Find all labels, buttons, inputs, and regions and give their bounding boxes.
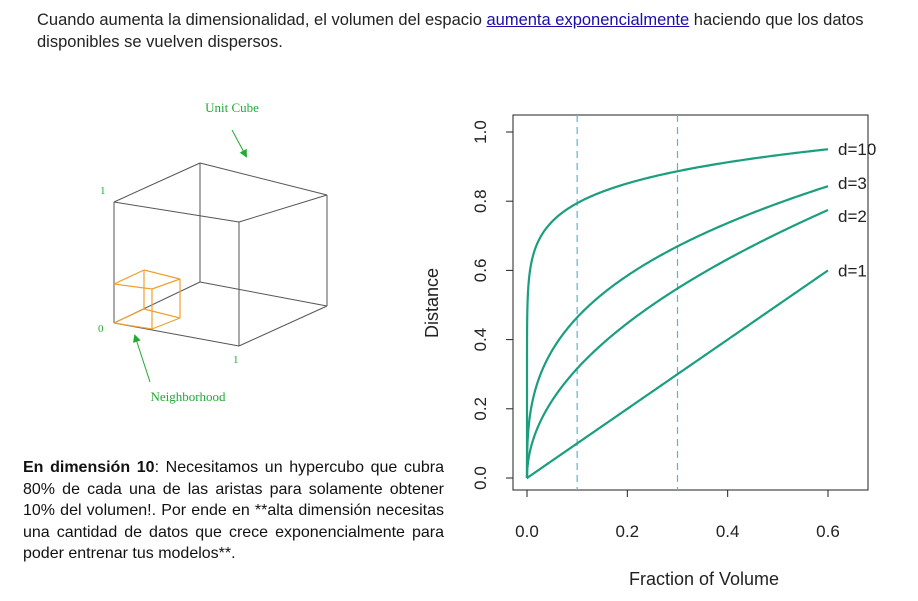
series-group: [525, 148, 829, 480]
x-tick-label: 0.2: [616, 522, 640, 541]
y-tick-label: 0.4: [471, 328, 490, 352]
label-one-x: 1: [233, 354, 239, 366]
explanation-text: : Necesitamos un hypercubo que cubra 80%…: [23, 459, 444, 562]
series-line-d=10: [525, 148, 829, 478]
series-label-d=2: d=2: [838, 207, 867, 226]
label-zero: 0: [98, 323, 104, 335]
x-tick-label: 0.4: [716, 522, 740, 541]
series-line-d=2: [525, 208, 829, 478]
unit-cube-diagram: Unit Cube 1 0 1 Neighborhood: [98, 100, 328, 404]
series-labels: d=10 d=3 d=2 d=1: [838, 140, 876, 280]
y-tick-label: 0.8: [471, 189, 490, 213]
y-tick-label: 0.6: [471, 259, 490, 283]
series-label-d=3: d=3: [838, 174, 867, 193]
neighborhood-label: Neighborhood: [150, 389, 226, 404]
cube-wireframe: [113, 162, 328, 347]
intro-paragraph: Cuando aumenta la dimensionalidad, el vo…: [37, 9, 897, 53]
series-line-d=1: [525, 269, 829, 480]
series-line-d=3: [525, 185, 829, 478]
y-axis-title: Distance: [422, 268, 442, 338]
x-tick-label: 0.0: [515, 522, 539, 541]
reference-lines: [576, 115, 679, 490]
label-one-y: 1: [100, 185, 106, 197]
y-tick-label: 0.0: [471, 466, 490, 490]
x-axis-title: Fraction of Volume: [629, 569, 779, 589]
x-tick-label: 0.6: [816, 522, 840, 541]
x-axis: 0.0 0.2 0.4 0.6: [515, 490, 840, 541]
cube-title: Unit Cube: [205, 100, 259, 115]
cube-title-arrow: [231, 129, 247, 158]
explanation-paragraph: En dimensión 10: Necesitamos un hypercub…: [23, 457, 444, 565]
distance-volume-chart: 0.00.20.40.60.81.0 0.0 0.2 0.4 0.6 d=10d=3d…: [422, 114, 876, 589]
plot-frame: [512, 114, 869, 491]
neighborhood-cube: [113, 269, 181, 330]
intro-link[interactable]: aumenta exponencialmente: [486, 11, 690, 29]
neighborhood-arrow: [133, 334, 151, 383]
series-label-d=1: d=1: [838, 261, 867, 280]
intro-text-prefix: Cuando aumenta la dimensionalidad, el vo…: [37, 11, 487, 29]
y-axis: 0.0 0.2 0.4 0.6 0.8 1.0: [471, 120, 513, 490]
intro-text-suffix: haciendo que los datos disponibles se vu…: [37, 11, 864, 51]
y-tick-label: 0.2: [471, 397, 490, 421]
y-tick-label: 1.0: [471, 120, 490, 144]
series-label-d=10: d=10: [838, 140, 876, 159]
explanation-bold: En dimensión 10: [23, 459, 155, 476]
